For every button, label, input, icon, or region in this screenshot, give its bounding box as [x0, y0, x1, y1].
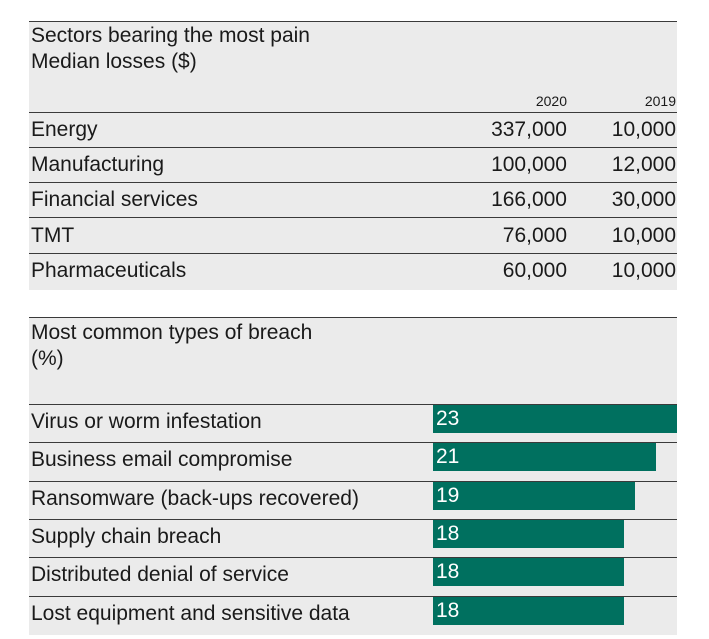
median-loss-2019: 10,000 — [611, 258, 676, 282]
median-loss-2020: 337,000 — [491, 118, 567, 141]
table-row: Financial services 166,000 30,000 — [29, 183, 677, 219]
table-row: TMT 76,000 10,000 — [29, 219, 677, 254]
data-label: 19 — [436, 483, 460, 507]
table-row: Manufacturing 100,000 12,000 — [29, 148, 677, 184]
row-divider — [29, 404, 677, 405]
median-loss-2020: 76,000 — [502, 223, 567, 247]
bar-row: Business email compromise 21 — [29, 442, 677, 480]
row-divider — [29, 252, 677, 254]
row-divider — [29, 480, 677, 482]
data-label: 18 — [436, 560, 460, 584]
row-divider — [29, 217, 677, 219]
sector-name: Financial services — [31, 188, 198, 212]
breach-chart-panel: Most common types of breach (%) Virus or… — [29, 317, 677, 635]
median-loss-2020: 166,000 — [491, 188, 567, 212]
table-title: Sectors bearing the most pain — [31, 24, 310, 47]
row-divider — [29, 442, 677, 444]
bar — [433, 596, 624, 625]
bar — [433, 558, 624, 587]
bar — [433, 519, 624, 548]
data-label: 18 — [436, 521, 460, 545]
category-label: Virus or worm infestation — [31, 410, 262, 433]
bar-row: Lost equipment and sensitive data 18 — [29, 595, 677, 634]
data-label: 23 — [436, 407, 460, 430]
bar — [433, 481, 635, 510]
bar — [433, 443, 656, 472]
category-label: Lost equipment and sensitive data — [31, 601, 350, 625]
table-subtitle: Median losses ($) — [31, 50, 197, 73]
sector-name: Pharmaceuticals — [31, 258, 187, 282]
median-loss-2020: 60,000 — [502, 258, 567, 282]
median-loss-2019: 10,000 — [611, 118, 676, 141]
sector-name: Energy — [31, 118, 98, 141]
table-row: Energy 337,000 10,000 — [29, 113, 677, 148]
chart-subtitle: (%) — [31, 347, 64, 370]
column-header-2019: 2019 — [644, 93, 676, 109]
bar-row: Supply chain breach 18 — [29, 518, 677, 557]
bar-row: Distributed denial of service 18 — [29, 557, 677, 595]
bar-row: Ransomware (back-ups recovered) 19 — [29, 480, 677, 519]
category-label: Distributed denial of service — [31, 563, 289, 587]
median-loss-2020: 100,000 — [491, 153, 567, 177]
data-label: 18 — [436, 598, 460, 622]
row-divider — [29, 518, 677, 520]
category-label: Ransomware (back-ups recovered) — [31, 486, 359, 510]
sectors-table-panel: Sectors bearing the most pain Median los… — [29, 21, 677, 290]
category-label: Supply chain breach — [31, 524, 222, 548]
data-label: 21 — [436, 445, 460, 469]
row-divider — [29, 182, 677, 184]
median-loss-2019: 12,000 — [611, 153, 676, 177]
chart-title: Most common types of breach — [31, 321, 313, 344]
sector-name: Manufacturing — [31, 153, 165, 177]
median-loss-2019: 30,000 — [611, 188, 676, 212]
row-divider — [29, 595, 677, 597]
row-divider — [29, 557, 677, 559]
category-label: Business email compromise — [31, 448, 293, 472]
bar — [433, 405, 677, 433]
table-row: Pharmaceuticals 60,000 10,000 — [29, 254, 677, 289]
header-divider — [29, 112, 677, 113]
row-divider — [29, 147, 677, 148]
column-header-2020: 2020 — [535, 93, 567, 109]
median-loss-2019: 10,000 — [611, 223, 676, 247]
sector-name: TMT — [31, 223, 75, 247]
bar-row: Virus or worm infestation 23 — [29, 404, 677, 442]
